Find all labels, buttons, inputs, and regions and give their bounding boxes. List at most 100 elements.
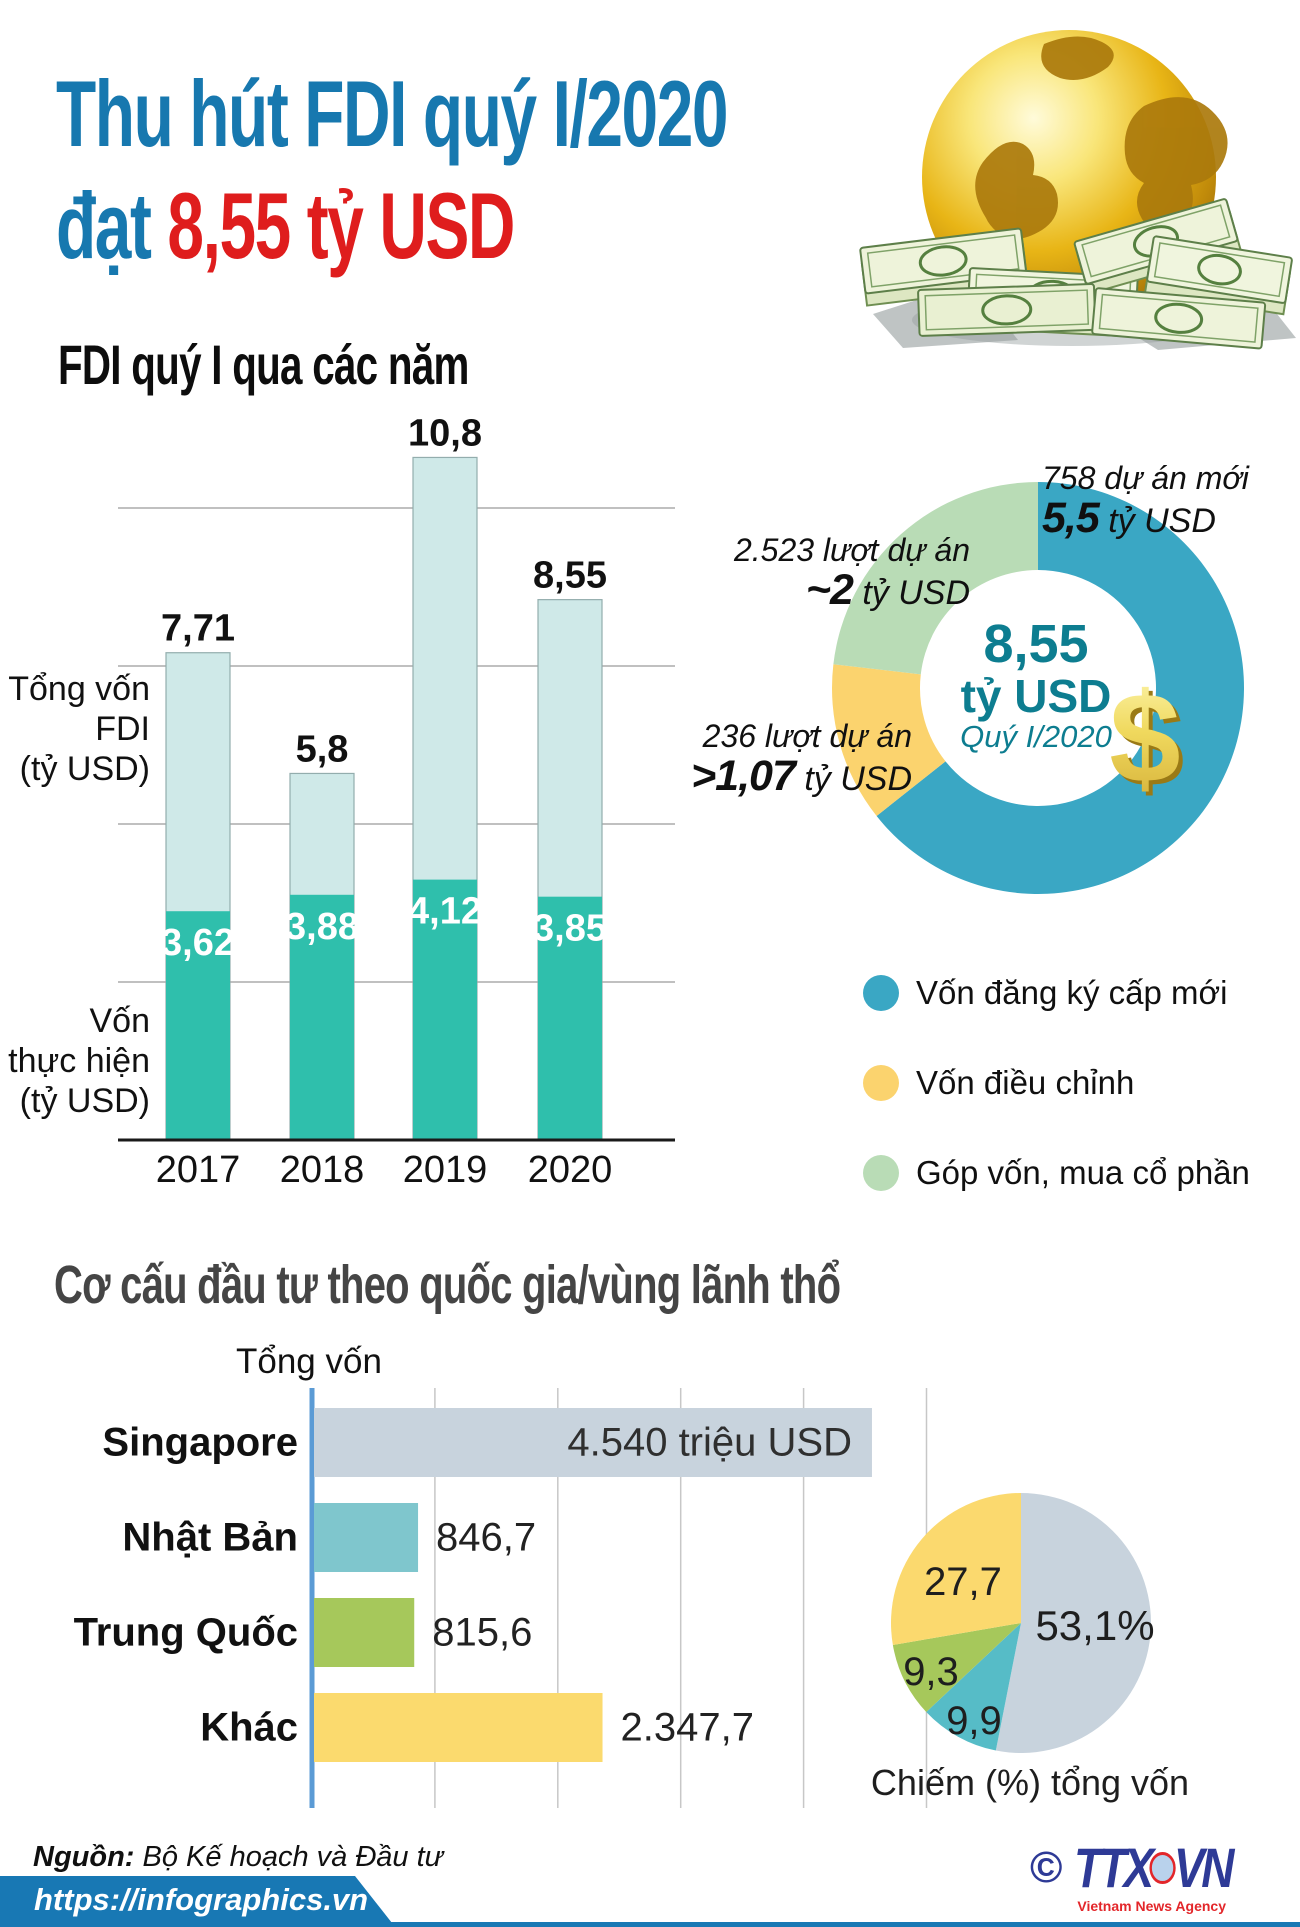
country-value-label: 846,7 [436,1516,536,1560]
realized-value-label: 4,12 [408,891,482,933]
country-bar-Singapore [314,1408,872,1477]
callout-dc-line1: 236 lượt dự án [702,718,912,754]
callout-gop-unit: tỷ USD [852,573,970,612]
legend-label: Vốn điều chỉnh [916,1064,1135,1101]
donut-slice-Vốn đăng ký cấp mới [876,482,1244,894]
source-prefix: Nguồn: [33,1841,135,1873]
fdi-by-year-chart: 7,71 3,62 2017 5,8 3,88 2018 10,8 4,12 2019 8,55 3… [8,412,675,1191]
ttxvn-ttx: TTX [1074,1836,1154,1899]
pie-slice-53,1% [995,1493,1151,1753]
ttxvn-wordmark: TTX VN [1074,1836,1235,1899]
title-line2: đạt 8,55 tỷ USD [56,170,727,282]
legend-label: Vốn đăng ký cấp mới [916,974,1228,1011]
legend-dot-green [863,1155,899,1191]
realized-bar-2017 [166,911,230,1140]
callout-gop-line1: 2.523 lượt dự án [733,532,970,568]
fdi-by-country-chart: Singapore 4.540 triệu USD Nhật Bản 846,7 Tru… [74,1388,928,1808]
copyright-icon: © [1030,1843,1063,1892]
realized-value-label: 3,88 [285,906,359,948]
legend-label: Góp vốn, mua cổ phần [916,1154,1250,1191]
donut-center-period: Quý I/2020 [960,719,1112,754]
pie-slice-9,3 [892,1623,1021,1712]
pie-label: 9,3 [903,1650,959,1694]
agency-name: Vietnam News Agency [1077,1898,1226,1914]
country-label: Singapore [102,1421,298,1465]
infographics-url-banner[interactable]: https://infographics.vn [0,1876,392,1923]
country-value-label: 2.347,7 [621,1706,754,1750]
country-label: Trung Quốc [74,1611,298,1655]
title-line2-prefix: đạt [56,173,168,278]
donut-slice-Góp vốn, mua cổ phần [833,481,1038,675]
y-axis-label-total: (tỷ USD) [20,750,150,788]
country-bar-Nhật Bản [314,1503,419,1572]
legend-dot-blue [863,975,899,1011]
realized-bar-2020 [538,896,602,1140]
share-of-total-pie-chart: 53,1% 9,9 9,3 27,7 [891,1493,1155,1753]
pie-slice-27,7 [891,1493,1021,1645]
y-axis-label-realized: Vốn [90,1002,151,1040]
dollar-icon: $ [1109,667,1180,810]
infographics-url[interactable]: https://infographics.vn [34,1882,369,1917]
callout-gop-value: ~2 [805,565,854,614]
realized-value-label: 3,85 [533,908,607,950]
country-bar-Trung Quốc [314,1598,415,1667]
total-value-label: 5,8 [296,728,349,770]
section2-title: Cơ cấu đầu tư theo quốc gia/vùng lãnh th… [54,1255,841,1315]
callout-new-registration: 758 dự án mới 5,5 tỷ USD [1042,460,1298,542]
money-stacks [859,198,1293,350]
callout-new-value: 5,5 [1042,493,1100,542]
pie-label: 53,1% [1035,1602,1154,1649]
country-bar-Khác [314,1693,603,1762]
pie-label: 27,7 [924,1560,1002,1604]
country-value-label: 4.540 triệu USD [567,1421,852,1465]
callout-new-line1: 758 dự án mới [1042,460,1249,496]
callout-new-unit: tỷ USD [1098,501,1216,540]
y-axis-label-total: FDI [95,710,150,748]
country-label: Khác [200,1706,298,1750]
donut-center-unit: tỷ USD [961,670,1112,722]
realized-value-label: 3,62 [161,922,235,964]
callout-dc-unit: tỷ USD [794,759,912,798]
country-chart-axis-label: Tổng vốn [236,1342,382,1381]
year-label: 2019 [403,1149,488,1191]
pie-slice-9,9 [926,1623,1021,1751]
fdi-by-year-title: FDI quý I qua các năm [58,333,469,396]
globe-money-illustration [859,30,1296,350]
total-value-label: 10,8 [408,412,482,454]
callout-adjusted-capital: 236 lượt dự án >1,07 tỷ USD [638,718,912,800]
year-label: 2017 [156,1149,241,1191]
y-axis-label-total: Tổng vốn [8,670,150,708]
country-value-label: 815,6 [432,1611,532,1655]
total-value-label: 8,55 [533,555,607,597]
callout-capital-contribution: 2.523 lượt dự án ~2 tỷ USD [690,532,970,614]
legend-item-capital-contribution: Góp vốn, mua cổ phần [863,1151,1250,1195]
legend-item-new-registration: Vốn đăng ký cấp mới [863,971,1227,1015]
ttxvn-vn: VN [1174,1836,1235,1899]
pie-label: 9,9 [946,1699,1002,1743]
title-line1: Thu hút FDI quý I/2020 [56,61,729,166]
callout-dc-value: >1,07 [691,751,796,800]
dollar-icon-shadow: $ [1113,671,1184,814]
y-axis-label-realized: (tỷ USD) [20,1082,150,1120]
source-note: Nguồn: Bộ Kế hoạch và Đầu tư [33,1841,443,1874]
y-axis-label-realized: thực hiện [8,1042,150,1080]
source-text: Bộ Kế hoạch và Đầu tư [134,1841,444,1873]
ttxvn-logo: © TTX VN Vietnam News Agency [1030,1836,1280,1915]
year-label: 2020 [528,1149,613,1191]
ttxvn-globe-icon [1149,1852,1176,1884]
realized-bar-2019 [413,879,477,1140]
realized-bar-2018 [290,894,354,1140]
footer-strip [0,1922,1300,1927]
total-value-label: 7,71 [161,608,235,650]
donut-center-value: 8,55 [983,614,1088,674]
donut-slice-Vốn điều chỉnh [832,664,946,817]
legend-dot-yellow [863,1065,899,1101]
legend-item-adjusted-capital: Vốn điều chỉnh [863,1061,1134,1105]
title-highlight: 8,55 tỷ USD [167,173,515,278]
country-label: Nhật Bản [122,1516,298,1560]
page-title: Thu hút FDI quý I/2020 đạt 8,55 tỷ USD [56,58,729,282]
year-label: 2018 [280,1149,365,1191]
pie-caption: Chiếm (%) tổng vốn [870,1762,1190,1803]
